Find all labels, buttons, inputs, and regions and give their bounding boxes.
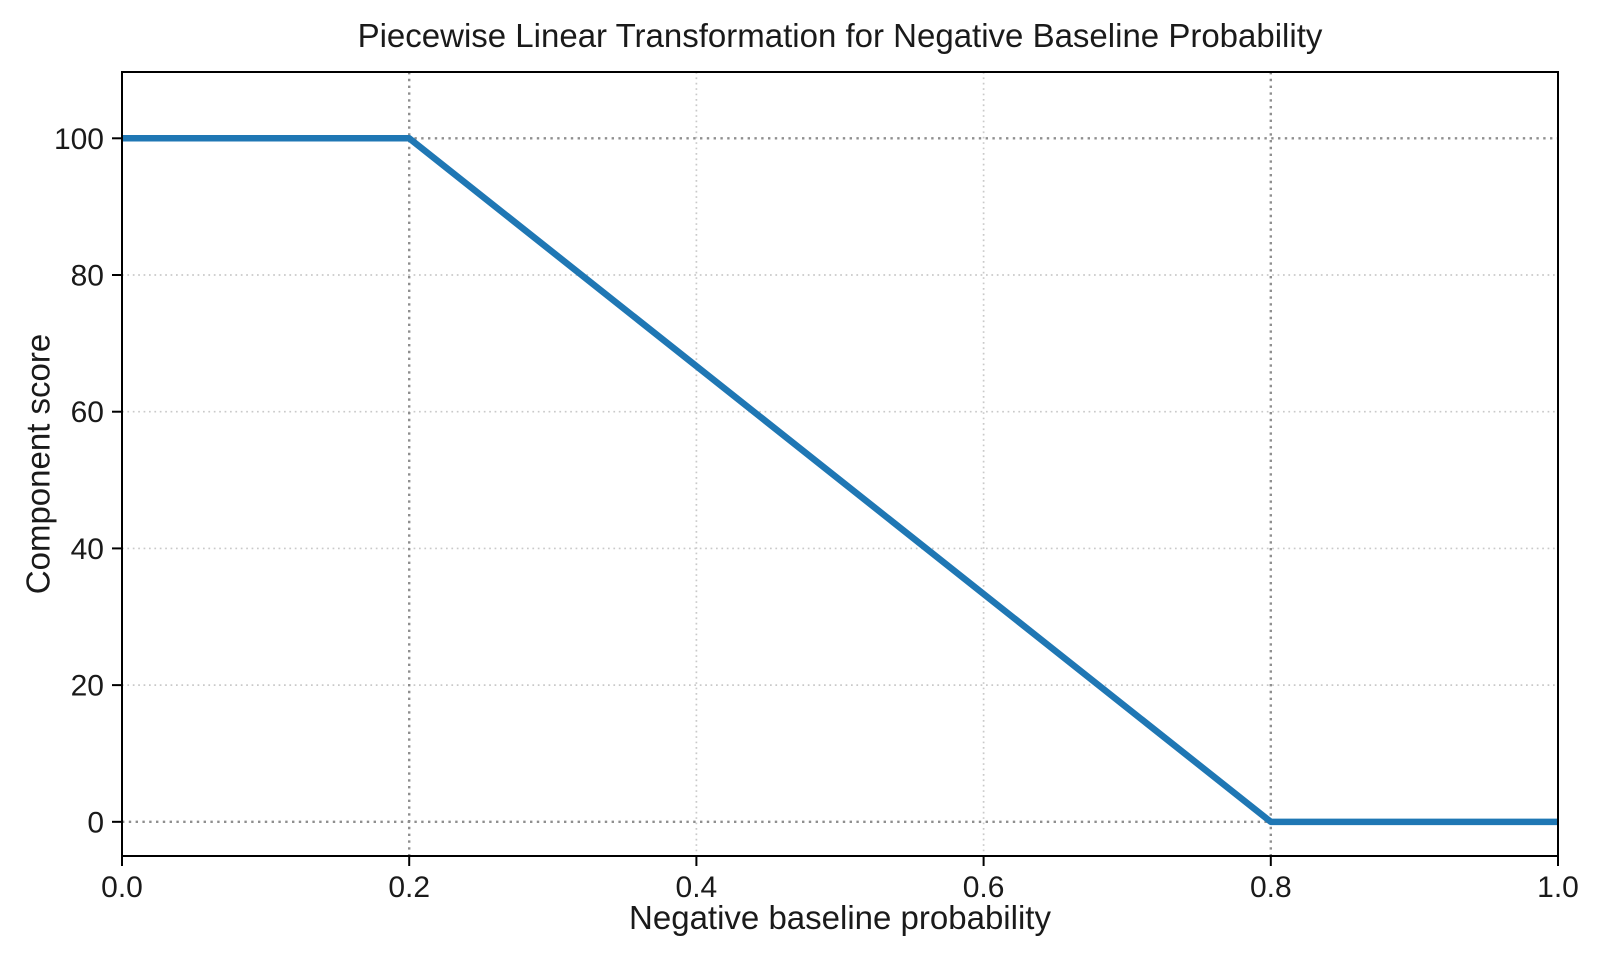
x-tick-label: 0.8 (1250, 871, 1292, 904)
y-tick-label: 0 (87, 806, 104, 839)
x-tick-label: 1.0 (1537, 871, 1579, 904)
x-tick-label: 0.4 (676, 871, 718, 904)
grid-layer (122, 72, 1558, 856)
x-tick-label: 0.0 (101, 871, 143, 904)
y-axis-label: Component score (20, 334, 57, 594)
reference-lines-layer (122, 72, 1558, 856)
series-line-component_score (122, 135, 1558, 826)
y-tick-label: 40 (71, 533, 104, 566)
y-tick-label: 80 (71, 260, 104, 293)
chart-title: Piecewise Linear Transformation for Nega… (358, 17, 1323, 54)
y-tick-label: 100 (54, 123, 104, 156)
plot-border (121, 71, 1559, 857)
x-tick-label: 0.2 (388, 871, 430, 904)
series-layer (122, 135, 1558, 826)
x-axis-label: Negative baseline probability (629, 899, 1051, 936)
y-tick-label: 20 (71, 670, 104, 703)
axes-layer: 0.0 0.2 0.4 0.6 0.8 1.0 0 20 40 60 80 100 (54, 71, 1579, 904)
x-tick-label: 0.6 (963, 871, 1005, 904)
y-tick-label: 60 (71, 396, 104, 429)
